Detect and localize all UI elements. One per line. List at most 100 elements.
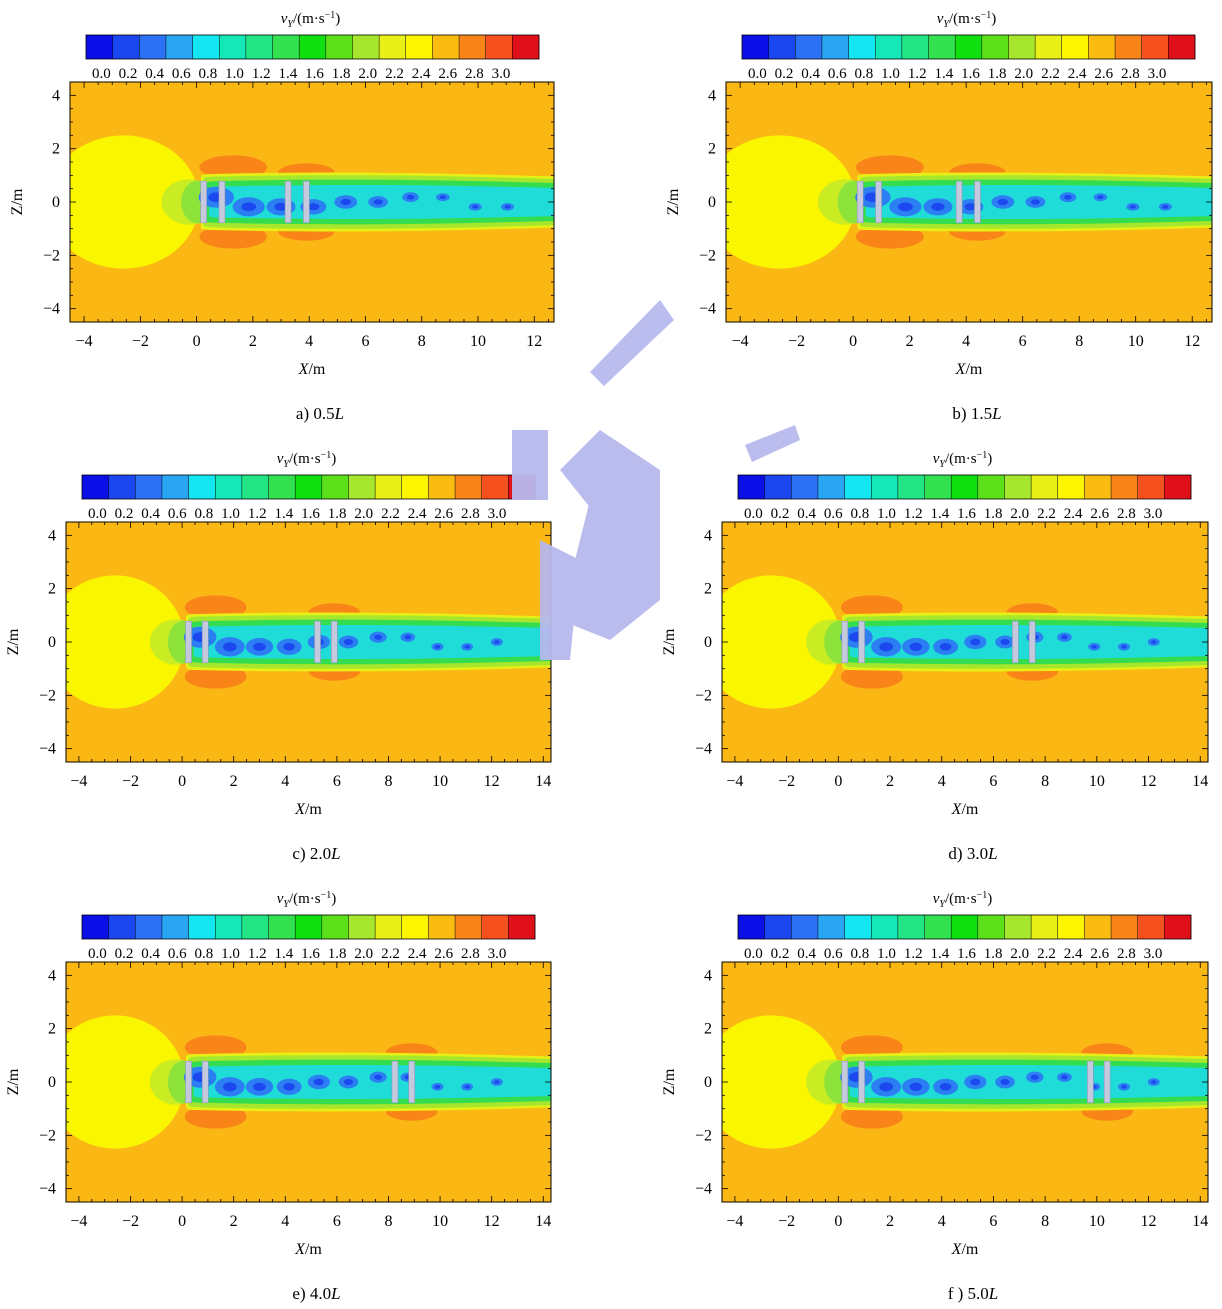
colorbar-tick-label: 0.4 (797, 946, 816, 962)
vortex-core (1097, 195, 1104, 200)
colorbar-swatch (82, 475, 109, 499)
colorbar-swatch (375, 475, 403, 499)
vortex-core (241, 202, 257, 212)
colorbar-swatch (485, 35, 513, 59)
colorbar-swatch (375, 915, 403, 939)
colorbar-tick-label: 1.8 (984, 506, 1003, 522)
x-tick-label: −2 (778, 773, 795, 790)
vortex-core (1150, 640, 1157, 644)
vortex-core (898, 202, 913, 212)
colorbar-tick-label: 0.0 (88, 946, 107, 962)
colorbar-title: vY/(m·s−1) (277, 450, 337, 470)
colorbar-tick-label: 2.8 (461, 946, 480, 962)
colorbar-tick-label: 0.4 (141, 946, 160, 962)
vortex-core (373, 199, 383, 205)
colorbar-tick-label: 1.0 (877, 506, 896, 522)
y-tick-label: −4 (39, 1181, 56, 1198)
x-tick-label: 4 (962, 333, 970, 350)
colorbar-tick-label: 0.6 (168, 946, 187, 962)
x-tick-label: 4 (281, 1213, 289, 1230)
x-tick-label: −2 (778, 1213, 795, 1230)
colorbar-frame (737, 914, 1192, 940)
x-tick-label: 10 (470, 333, 486, 350)
wake-cyan (209, 184, 554, 220)
vortex-core (879, 642, 894, 652)
vortex-core (222, 642, 237, 652)
colorbar-tick-label: 0.0 (744, 506, 763, 522)
x-axis-label: X/m (294, 801, 322, 818)
y-axis: −4 −2 0 2 4 Z/m (5, 961, 551, 1203)
vortex-core (1150, 1080, 1157, 1084)
colorbar-swatch (897, 915, 925, 939)
turbine-panel (858, 1060, 865, 1104)
colorbar-tick-label: 2.2 (381, 506, 400, 522)
colorbar-swatch (1004, 475, 1032, 499)
y-tick-label: 2 (48, 1021, 56, 1038)
colorbar-swatch (875, 35, 903, 59)
x-tick-label: 14 (1192, 1213, 1208, 1230)
y-axis: −4 −2 0 2 4 Z/m (9, 81, 554, 323)
colorbar-swatch (821, 35, 849, 59)
colorbar-tick-label: 1.4 (930, 506, 949, 522)
colorbar-tick-label: 1.6 (957, 946, 976, 962)
colorbar-swatch (348, 915, 376, 939)
x-tick-label: 0 (849, 333, 857, 350)
colorbar-tick-label: 2.6 (1090, 506, 1109, 522)
colorbar-swatch (401, 475, 429, 499)
x-tick-label: 4 (281, 773, 289, 790)
colorbar-frame (737, 474, 1192, 500)
colorbar-swatch (432, 35, 460, 59)
vortex-core (406, 194, 415, 200)
colorbar-swatch (897, 475, 925, 499)
colorbar-swatch (1164, 475, 1192, 499)
y-tick-label: −4 (39, 741, 56, 758)
x-tick-label: 10 (432, 773, 448, 790)
vortex-core (253, 642, 266, 651)
x-axis-label: X/m (951, 801, 979, 818)
colorbar-swatch (1031, 915, 1059, 939)
colorbar-tick-label: 1.4 (930, 946, 949, 962)
vortex-core (1064, 194, 1072, 200)
y-tick-label: −4 (43, 301, 60, 318)
vortex-core (1121, 1085, 1127, 1089)
turbine-panel (303, 180, 310, 224)
colorbar-swatch (742, 35, 769, 59)
colorbar-tick-label: 3.0 (488, 946, 507, 962)
vortex-core (439, 195, 446, 200)
x-tick-label: 6 (989, 773, 997, 790)
y-tick-label: 0 (704, 634, 712, 651)
x-tick-label: 12 (484, 773, 500, 790)
colorbar-tick-label: 1.6 (301, 946, 320, 962)
y-tick-label: 0 (708, 194, 716, 211)
colorbar-swatch (379, 35, 407, 59)
panel-caption: c) 2.0L (292, 844, 340, 863)
colorbar-swatch (1137, 915, 1165, 939)
x-tick-label: 12 (1141, 1213, 1157, 1230)
x-axis: −4 −2 0 2 4 6 8 10 12 X/m (725, 82, 1207, 378)
colorbar-swatch (352, 35, 380, 59)
colorbar-swatch (161, 915, 189, 939)
vortex-core (1030, 1074, 1039, 1080)
colorbar-swatch (241, 915, 269, 939)
colorbar-swatch (295, 915, 323, 939)
colorbar-tick-label: 1.0 (221, 946, 240, 962)
y-axis: −4 −2 0 2 4 Z/m (665, 81, 1212, 323)
colorbar-swatch (1164, 915, 1192, 939)
contour-field (722, 962, 1208, 1202)
colorbar-swatch (508, 915, 536, 939)
x-tick-label: 6 (333, 1213, 341, 1230)
turbine-panel (218, 180, 226, 224)
contour-field (66, 522, 551, 762)
colorbar-tick-label: 0.6 (824, 506, 843, 522)
panel-caption: d) 3.0L (948, 844, 997, 863)
colorbar-tick-label: 2.0 (358, 66, 377, 82)
panel-2: 0.0 0.2 0.4 0.6 0.8 1.0 1.2 1.4 1.6 1.8 2.0 2.2 2.4 2… (5, 450, 552, 863)
x-axis: −4 −2 0 2 4 6 8 10 12 X/m (69, 82, 549, 378)
vortex-core (434, 644, 441, 649)
colorbar-swatch (481, 475, 509, 499)
colorbar-swatch (951, 915, 979, 939)
colorbar-swatch (1111, 915, 1139, 939)
colorbar-tick-label: 1.8 (328, 506, 347, 522)
y-tick-label: −2 (695, 687, 712, 704)
colorbar-tick-label: 0.4 (141, 506, 160, 522)
